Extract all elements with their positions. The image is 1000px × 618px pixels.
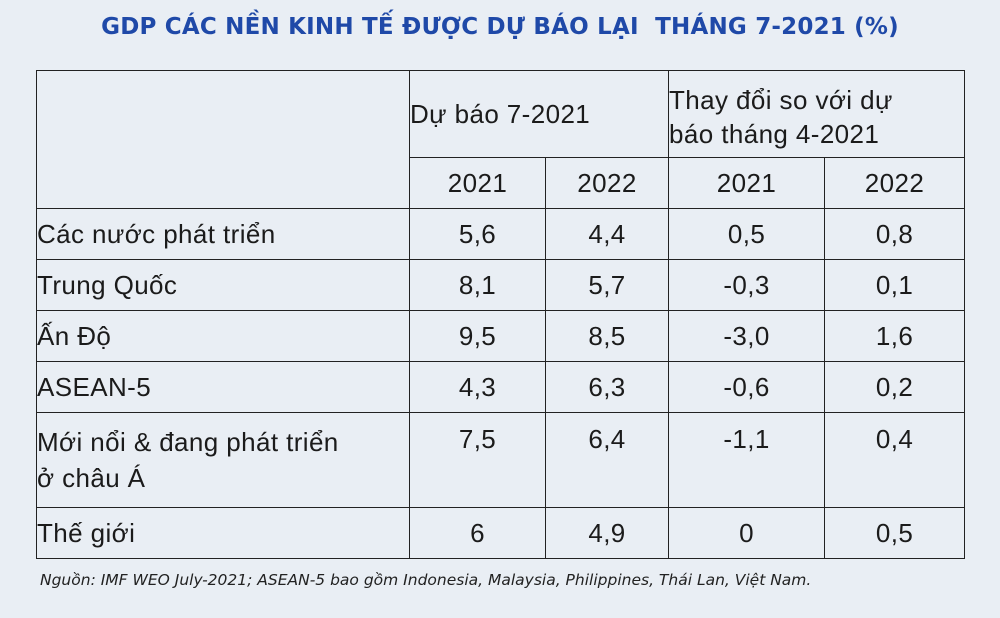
value-cell: 6: [409, 507, 546, 559]
value-cell: 4,9: [544, 507, 670, 559]
chart-title: GDP CÁC NỀN KINH TẾ ĐƯỢC DỰ BÁO LẠI THÁN…: [101, 14, 899, 40]
value-cell: -0,6: [668, 361, 826, 413]
value-cell: 0,5: [824, 507, 966, 559]
header-year-change-2022: 2022: [824, 157, 966, 209]
header-year-change-2021: 2021: [668, 157, 826, 209]
table-row: Thế giới 6 4,9 0 0,5: [36, 507, 966, 559]
source-note: Nguồn: IMF WEO July-2021; ASEAN-5 bao gồ…: [40, 571, 812, 589]
value-cell: -0,3: [668, 259, 826, 311]
table-row: Các nước phát triển 5,6 4,4 0,5 0,8: [36, 208, 966, 260]
header-group-row: Dự báo 7-2021 Thay đổi so với dự báo thán…: [36, 70, 966, 209]
value-cell: -1,1: [668, 412, 826, 508]
value-cell: 0,8: [824, 208, 966, 260]
value-cell: 0: [668, 507, 826, 559]
header-group-change-line1: Thay đổi so với dự: [669, 85, 893, 115]
value-cell: 0,1: [824, 259, 966, 311]
value-cell: 0,5: [668, 208, 826, 260]
value-cell: 4,3: [409, 361, 546, 413]
row-label: Các nước phát triển: [36, 208, 410, 260]
row-label-line: Mới nổi & đang phát triển: [37, 427, 339, 457]
row-label-line: Các nước phát triển: [37, 219, 276, 249]
table-row: Trung Quốc 8,1 5,7 -0,3 0,1: [36, 259, 966, 311]
table-row: Mới nổi & đang phát triển ở châu Á 7,5 6,4-…: [36, 412, 966, 508]
table-row: Ấn Độ 9,5 8,5 -3,0 1,6: [36, 310, 966, 362]
row-label-line: ASEAN-5: [37, 372, 152, 402]
row-label-line: Ấn Độ: [37, 321, 112, 351]
value-cell: 6,4: [544, 412, 670, 508]
value-cell: 6,3: [544, 361, 670, 413]
header-group-change-line2: báo tháng 4-2021: [669, 119, 880, 149]
row-label-line: Thế giới: [37, 518, 136, 548]
value-cell: 1,6: [824, 310, 966, 362]
header-corner-cell: [36, 70, 410, 209]
value-cell: 8,1: [409, 259, 546, 311]
value-cell: 0,4: [824, 412, 966, 508]
value-cell: 7,5: [409, 412, 546, 508]
value-cell: -3,0: [668, 310, 826, 362]
value-cell: 0,2: [824, 361, 966, 413]
row-label: ASEAN-5: [36, 361, 410, 413]
header-year-forecast-2021: 2021: [409, 157, 546, 209]
value-cell: 5,6: [409, 208, 546, 260]
value-cell: 5,7: [544, 259, 670, 311]
row-label: Thế giới: [36, 507, 410, 559]
gdp-table: Dự báo 7-2021 Thay đổi so với dự báo thán…: [36, 70, 966, 559]
row-label: Ấn Độ: [36, 310, 410, 362]
value-cell: 4,4: [544, 208, 670, 260]
value-cell: 9,5: [409, 310, 546, 362]
row-label: Trung Quốc: [36, 259, 410, 311]
row-label: Mới nổi & đang phát triển ở châu Á: [36, 412, 410, 508]
row-label-line: Trung Quốc: [37, 270, 178, 300]
header-group-forecast: Dự báo 7-2021: [408, 70, 670, 158]
value-cell: 8,5: [544, 310, 670, 362]
row-label-line: ở châu Á: [37, 463, 146, 493]
header-group-change: Thay đổi so với dự báo tháng 4-2021: [668, 70, 966, 158]
header-year-forecast-2022: 2022: [544, 157, 670, 209]
table-row: ASEAN-5 4,3 6,3 -0,6 0,2: [36, 361, 966, 413]
